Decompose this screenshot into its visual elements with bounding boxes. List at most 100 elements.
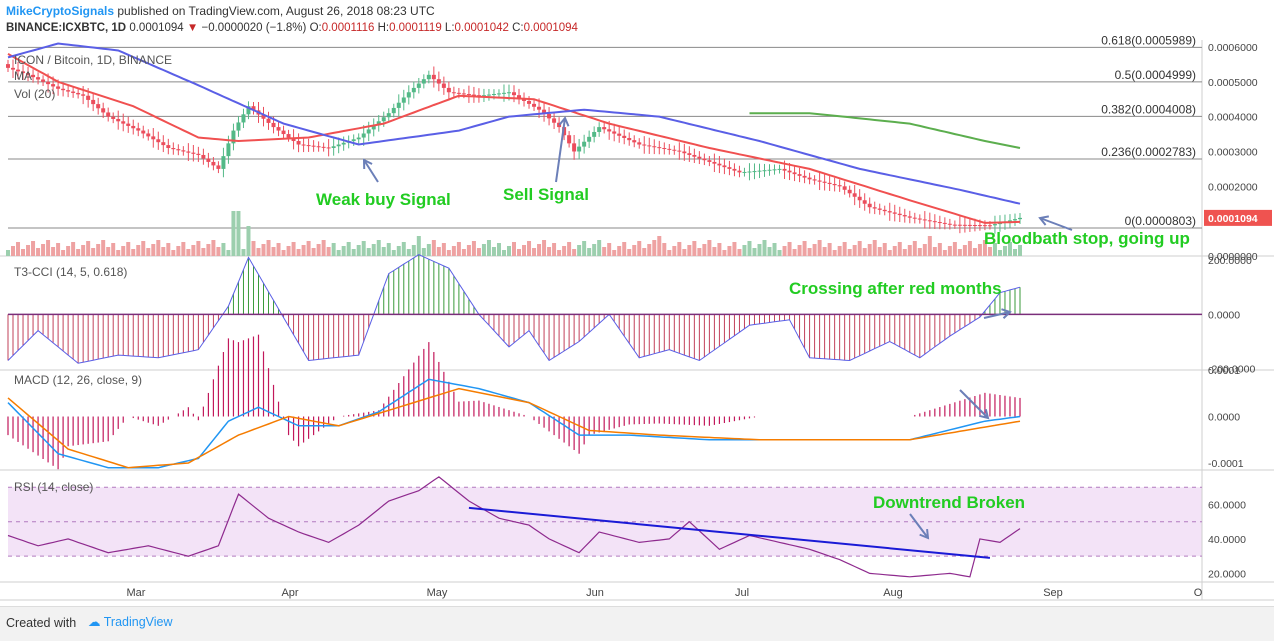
volume-bar bbox=[667, 250, 672, 256]
candle-body bbox=[957, 224, 962, 226]
candle-body bbox=[416, 83, 421, 88]
candle-body bbox=[962, 224, 967, 226]
candle-body bbox=[66, 90, 71, 92]
volume-bar bbox=[451, 246, 456, 256]
candle-body bbox=[321, 146, 326, 148]
rsi-trendline bbox=[468, 506, 991, 559]
rsi-arrow bbox=[909, 513, 929, 539]
cci-tick-label: -200.0000 bbox=[1208, 364, 1255, 376]
candle-body bbox=[311, 145, 316, 147]
volume-bar bbox=[607, 243, 612, 256]
publisher-name[interactable]: MikeCryptoSignals bbox=[6, 4, 115, 18]
cci-tick-label: 200.0000 bbox=[1208, 255, 1252, 267]
cci-tick-label: 0.0000 bbox=[1208, 309, 1240, 321]
volume-bar bbox=[1007, 242, 1012, 256]
volume-bar bbox=[762, 240, 767, 256]
ohlc-header: BINANCE:ICXBTC, 1D 0.0001094 ▼ −0.000002… bbox=[6, 22, 578, 34]
candle-body bbox=[211, 161, 216, 166]
volume-bar bbox=[21, 249, 26, 256]
cci-line bbox=[7, 254, 1021, 364]
volume-bar bbox=[16, 242, 21, 256]
candle-body bbox=[96, 104, 101, 109]
volume-bar bbox=[672, 246, 677, 256]
volume-bar bbox=[376, 240, 381, 256]
volume-bar bbox=[737, 249, 742, 256]
volume-bar bbox=[1002, 246, 1007, 256]
volume-bar bbox=[957, 249, 962, 256]
candle-body bbox=[246, 106, 251, 115]
candle-body bbox=[672, 149, 677, 151]
publish-info: published on TradingView.com, August 26,… bbox=[117, 4, 435, 18]
candle-body bbox=[552, 118, 557, 123]
candle-body bbox=[807, 177, 812, 180]
chart-canvas[interactable]: 0.0006000 0.0005000 0.0004000 0.0003000 0.00… bbox=[0, 0, 1274, 606]
fib-label: 0.618(0.0005989) bbox=[1101, 33, 1196, 47]
macd-signal-line bbox=[7, 387, 1021, 469]
candle-body bbox=[867, 203, 872, 208]
candle-body bbox=[747, 171, 752, 173]
volume-bar bbox=[301, 245, 306, 256]
volume-bar bbox=[246, 226, 251, 256]
volume-bar bbox=[281, 250, 286, 256]
candle-body bbox=[652, 146, 657, 148]
buy-signal-arrow-head bbox=[362, 158, 373, 170]
volume-bar bbox=[982, 240, 987, 256]
candle-body bbox=[221, 156, 226, 169]
volume-bar bbox=[206, 244, 211, 256]
high-label: H: bbox=[377, 22, 390, 34]
rsi-pane-title: RSI (14, close) bbox=[14, 480, 93, 494]
candle-body bbox=[61, 88, 66, 91]
candle-body bbox=[642, 144, 647, 146]
volume-bar bbox=[151, 244, 156, 256]
candle-body bbox=[632, 140, 637, 143]
volume-bar bbox=[276, 243, 281, 256]
volume-bar bbox=[587, 248, 592, 256]
rsi-tick-label: 20.0000 bbox=[1208, 568, 1246, 580]
volume-bar bbox=[121, 246, 126, 256]
sell-signal-arrow-head bbox=[558, 116, 570, 127]
volume-bar bbox=[401, 242, 406, 256]
candle-body bbox=[767, 169, 772, 171]
volume-bar bbox=[501, 250, 506, 256]
volume-bar bbox=[892, 246, 897, 256]
volume-bar bbox=[987, 247, 992, 256]
volume-bar bbox=[476, 248, 481, 256]
volume-bar bbox=[36, 248, 41, 256]
candle-body bbox=[21, 71, 26, 74]
candle-body bbox=[927, 220, 932, 222]
candle-body bbox=[682, 151, 687, 154]
volume-bar bbox=[56, 243, 61, 256]
candle-body bbox=[547, 114, 552, 119]
volume-bar bbox=[847, 249, 852, 256]
candle-body bbox=[51, 84, 56, 87]
volume-bar bbox=[406, 249, 411, 256]
candle-body bbox=[872, 207, 877, 209]
macd-tick-label: 0.0001 bbox=[1208, 365, 1240, 377]
volume-bar bbox=[697, 248, 702, 256]
volume-bar bbox=[527, 241, 532, 256]
candle-body bbox=[391, 107, 396, 114]
candle-body bbox=[26, 73, 31, 75]
candle-body bbox=[832, 184, 837, 186]
volume-bar bbox=[181, 242, 186, 256]
volume-bar bbox=[211, 240, 216, 256]
volume-bar bbox=[291, 242, 296, 256]
candle-body bbox=[762, 170, 767, 172]
volume-bar bbox=[421, 248, 426, 256]
candle-body bbox=[296, 141, 301, 145]
candle-body bbox=[326, 147, 331, 149]
candle-body bbox=[491, 94, 496, 95]
created-with-text: Created with bbox=[6, 616, 77, 630]
candle-body bbox=[537, 106, 542, 110]
candle-body bbox=[406, 92, 411, 98]
time-tick-label: Sep bbox=[1043, 587, 1063, 599]
candle-body bbox=[622, 135, 627, 138]
candle-body bbox=[141, 130, 146, 134]
candle-body bbox=[967, 224, 972, 226]
volume-bar bbox=[381, 247, 386, 256]
cloud-icon: ☁ bbox=[88, 615, 101, 629]
tradingview-logo[interactable]: ☁ TradingView bbox=[88, 614, 173, 629]
volume-bar bbox=[857, 241, 862, 256]
volume-bar bbox=[346, 242, 351, 256]
candle-body bbox=[892, 212, 897, 214]
